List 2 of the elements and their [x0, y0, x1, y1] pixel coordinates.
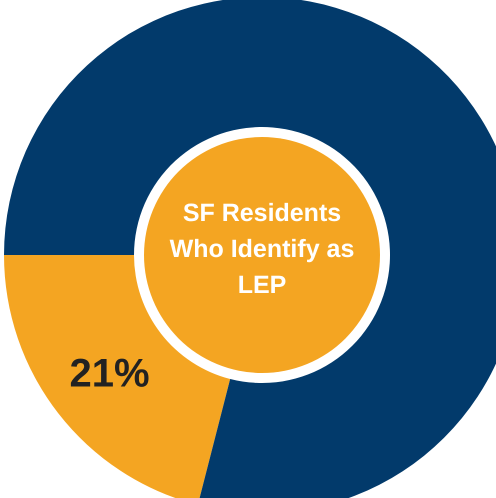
text: SF Residents Who Identify as LEP: [168, 198, 356, 301]
data-label: 21%: [69, 351, 150, 396]
